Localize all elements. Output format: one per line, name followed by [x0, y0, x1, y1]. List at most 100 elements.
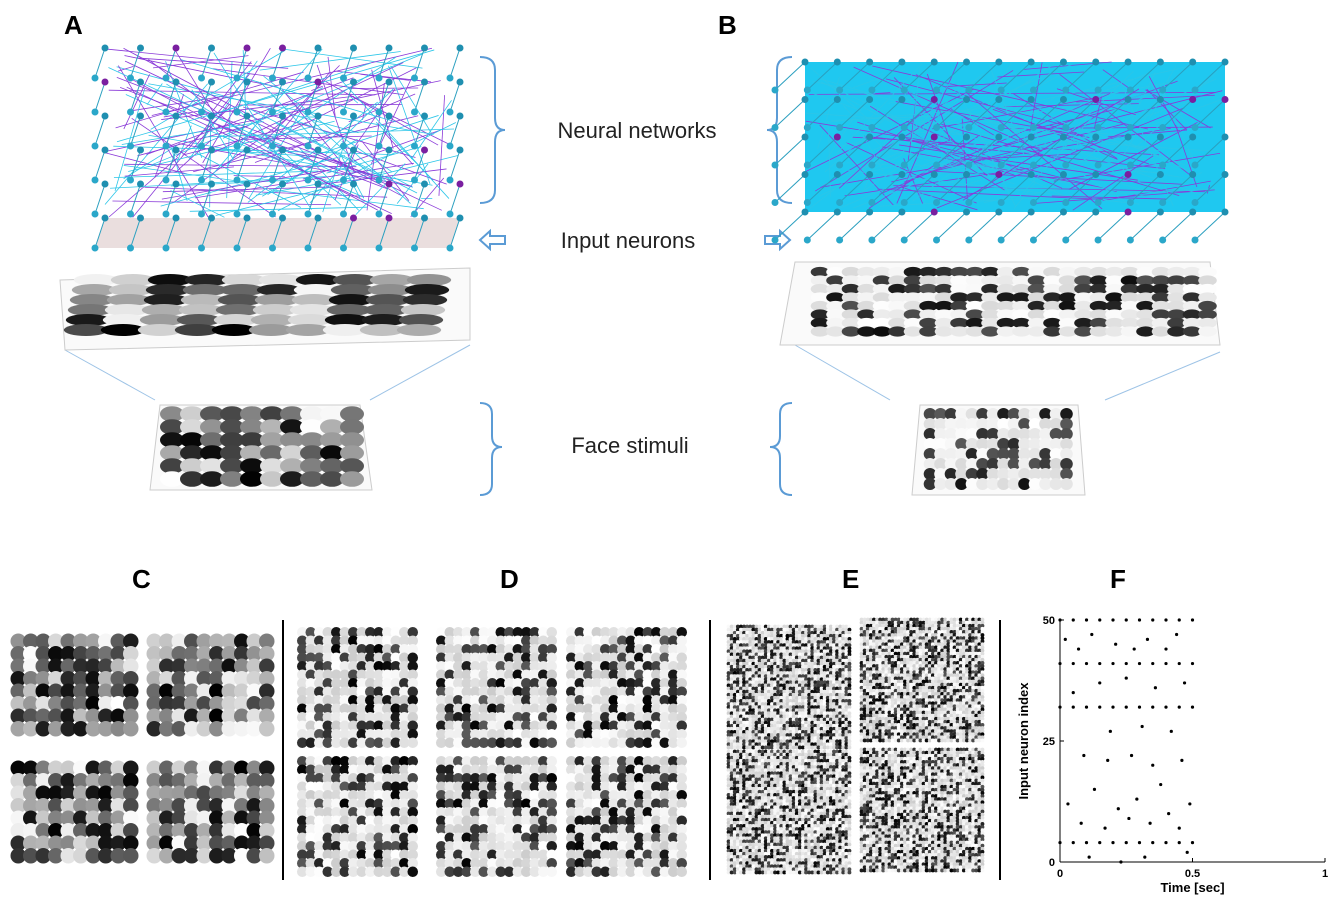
node — [931, 134, 938, 141]
edge — [415, 48, 425, 78]
node — [305, 75, 312, 82]
node — [234, 143, 241, 150]
node — [1127, 162, 1134, 169]
node — [1192, 162, 1199, 169]
pixel — [676, 737, 687, 748]
edge — [775, 62, 805, 90]
figure: A B C D E F Neural networks Input neuron… — [0, 0, 1340, 903]
node — [198, 177, 205, 184]
node — [234, 75, 241, 82]
node — [208, 45, 215, 52]
edge — [450, 48, 460, 78]
node — [836, 162, 843, 169]
connection — [235, 107, 341, 206]
connection — [391, 66, 432, 133]
edge — [775, 175, 805, 203]
node — [279, 113, 286, 120]
node — [244, 215, 251, 222]
node — [931, 209, 938, 216]
node — [1062, 199, 1069, 206]
node — [1060, 96, 1067, 103]
node — [834, 96, 841, 103]
node — [1092, 134, 1099, 141]
node — [995, 171, 1002, 178]
node — [1028, 209, 1035, 216]
node — [1095, 237, 1102, 244]
node — [137, 215, 144, 222]
node — [102, 45, 109, 52]
connection — [294, 104, 372, 176]
projection-lines — [65, 345, 1220, 400]
node — [898, 96, 905, 103]
node — [1127, 87, 1134, 94]
node — [386, 181, 393, 188]
node — [244, 113, 251, 120]
node — [998, 199, 1005, 206]
node — [234, 109, 241, 116]
node — [834, 209, 841, 216]
edge — [450, 82, 460, 112]
node — [802, 96, 809, 103]
node — [1030, 162, 1037, 169]
node — [1092, 96, 1099, 103]
node — [127, 109, 134, 116]
node — [1095, 87, 1102, 94]
node — [411, 109, 418, 116]
node — [137, 147, 144, 154]
edge — [937, 212, 967, 240]
annotation: Neural networks — [558, 118, 717, 143]
node — [1222, 96, 1229, 103]
node — [963, 134, 970, 141]
node — [279, 147, 286, 154]
node — [1189, 59, 1196, 66]
node — [305, 245, 312, 252]
node — [1159, 87, 1166, 94]
edge — [840, 212, 870, 240]
node — [447, 75, 454, 82]
node — [1192, 199, 1199, 206]
node — [173, 79, 180, 86]
node — [1062, 237, 1069, 244]
node — [340, 211, 347, 218]
node — [965, 162, 972, 169]
edge — [237, 184, 247, 214]
node — [1095, 162, 1102, 169]
node — [269, 75, 276, 82]
node — [772, 199, 779, 206]
node — [350, 181, 357, 188]
edge — [1098, 212, 1128, 240]
node — [1189, 96, 1196, 103]
node — [804, 199, 811, 206]
node — [995, 209, 1002, 216]
node — [1159, 124, 1166, 131]
panel-label: A — [64, 10, 83, 40]
edge — [308, 184, 318, 214]
node — [137, 45, 144, 52]
edge — [775, 100, 805, 128]
node — [279, 215, 286, 222]
node — [898, 209, 905, 216]
edge — [450, 116, 460, 146]
node — [137, 113, 144, 120]
node — [1060, 209, 1067, 216]
node — [279, 181, 286, 188]
node — [1127, 237, 1134, 244]
edge — [450, 184, 460, 214]
node — [386, 79, 393, 86]
node — [1095, 124, 1102, 131]
node — [421, 147, 428, 154]
node — [92, 211, 99, 218]
node — [163, 143, 170, 150]
panel-label: B — [718, 10, 737, 40]
node — [868, 87, 875, 94]
node — [340, 245, 347, 252]
pixel — [123, 848, 139, 864]
node — [208, 113, 215, 120]
node — [340, 75, 347, 82]
node — [127, 177, 134, 184]
node — [315, 215, 322, 222]
node — [868, 162, 875, 169]
node — [244, 79, 251, 86]
node — [92, 177, 99, 184]
node — [411, 75, 418, 82]
